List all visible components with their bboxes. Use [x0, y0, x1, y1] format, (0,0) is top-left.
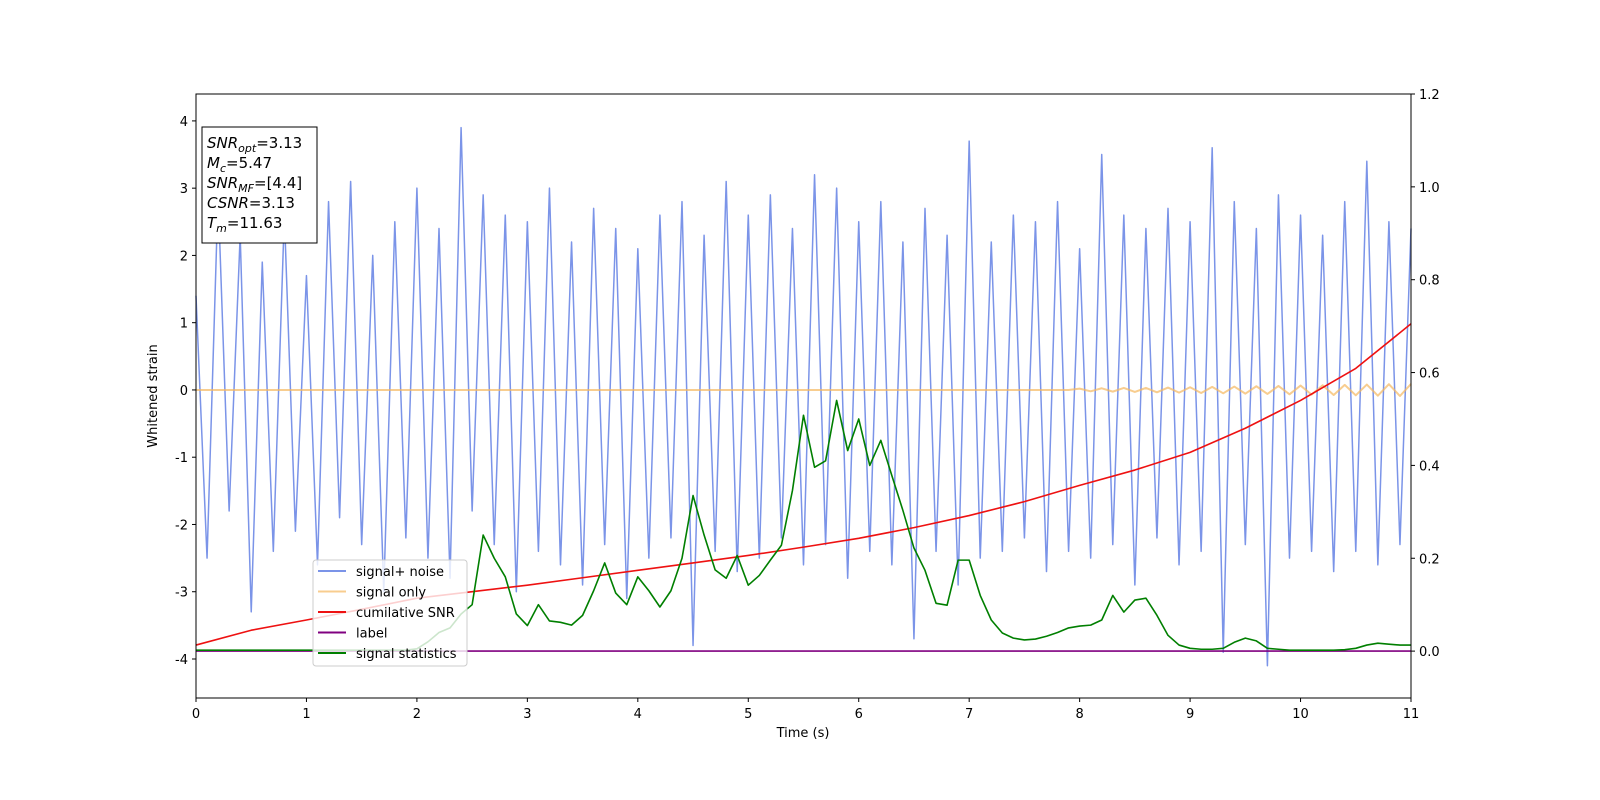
- y-tick-label: 1: [180, 317, 188, 332]
- annotation-box: SNRopt=3.13Mc=5.47SNRMF=[4.4]CSNR=3.13Tm…: [201, 126, 318, 244]
- annotation-line: Mc=5.47: [207, 154, 272, 175]
- annotation-sub: MF: [238, 182, 254, 195]
- y-tick-label: -2: [175, 518, 188, 533]
- y2-tick-label: 0.4: [1419, 459, 1440, 474]
- annotation-value: =5.47: [226, 154, 272, 172]
- annotation-line: SNRopt=3.13: [207, 134, 302, 155]
- annotation-value: =3.13: [249, 194, 295, 212]
- annotation-frame: [201, 126, 318, 244]
- annotation-value: =3.13: [256, 134, 302, 152]
- annotation-name: CSNR: [207, 194, 249, 212]
- annotation-name: T: [207, 214, 218, 232]
- legend-label: signal statistics: [356, 647, 457, 662]
- x-tick-label: 11: [1403, 707, 1420, 722]
- y2-tick-label: 1.2: [1419, 88, 1440, 103]
- annotation-name: SNR: [207, 134, 238, 152]
- x-tick-label: 6: [855, 707, 863, 722]
- y2-tick-label: 0.2: [1419, 552, 1440, 567]
- annotation-sub: opt: [238, 142, 257, 155]
- x-tick-label: 7: [965, 707, 973, 722]
- series-line: [196, 383, 1412, 397]
- x-tick-label: 10: [1292, 707, 1309, 722]
- x-tick-label: 3: [523, 707, 531, 722]
- annotation-sub: c: [220, 162, 226, 175]
- legend-frame: [312, 559, 468, 667]
- annotation-name: SNR: [207, 174, 238, 192]
- annotation-line: Tm=11.63: [207, 214, 282, 235]
- legend: signal+ noise signal only cumilative SNR la…: [312, 559, 468, 667]
- x-axis-label: Time (s): [776, 726, 830, 741]
- y-tick-label: 4: [180, 115, 188, 130]
- annotation-value: =11.63: [227, 214, 283, 232]
- x-tick-label: 0: [192, 707, 200, 722]
- x-tick-label: 8: [1075, 707, 1083, 722]
- y2-tick-label: 0.8: [1419, 274, 1440, 289]
- y-tick-label: 0: [180, 384, 188, 399]
- y2-tick-label: 0.0: [1419, 645, 1440, 660]
- y-tick-label: -3: [175, 586, 188, 601]
- y-tick-label: 3: [180, 182, 188, 197]
- x-tick-label: 5: [744, 707, 752, 722]
- legend-label: signal only: [356, 586, 426, 601]
- legend-label: label: [356, 627, 387, 642]
- annotation-line: SNRMF=[4.4]: [207, 174, 302, 195]
- y2-tick-label: 1.0: [1419, 181, 1440, 196]
- x-tick-label: 2: [413, 707, 421, 722]
- annotation-sub: m: [216, 222, 227, 235]
- y-axis-label: Whitened strain: [146, 344, 161, 447]
- y-tick-label: -1: [175, 451, 188, 466]
- legend-label: cumilative SNR: [356, 606, 455, 621]
- annotation-value: =[4.4]: [254, 174, 302, 192]
- x-tick-label: 9: [1186, 707, 1194, 722]
- axes-frame: [195, 93, 1412, 699]
- y-tick-label: -4: [175, 653, 188, 668]
- annotation-name: M: [207, 154, 220, 172]
- y-tick-label: 2: [180, 249, 188, 264]
- x-tick-label: 4: [634, 707, 642, 722]
- legend-label: signal+ noise: [356, 565, 444, 580]
- x-tick-label: 1: [302, 707, 310, 722]
- annotation-line: CSNR=3.13: [207, 194, 295, 212]
- y2-tick-label: 0.6: [1419, 367, 1440, 382]
- series-line: [195, 126, 1412, 667]
